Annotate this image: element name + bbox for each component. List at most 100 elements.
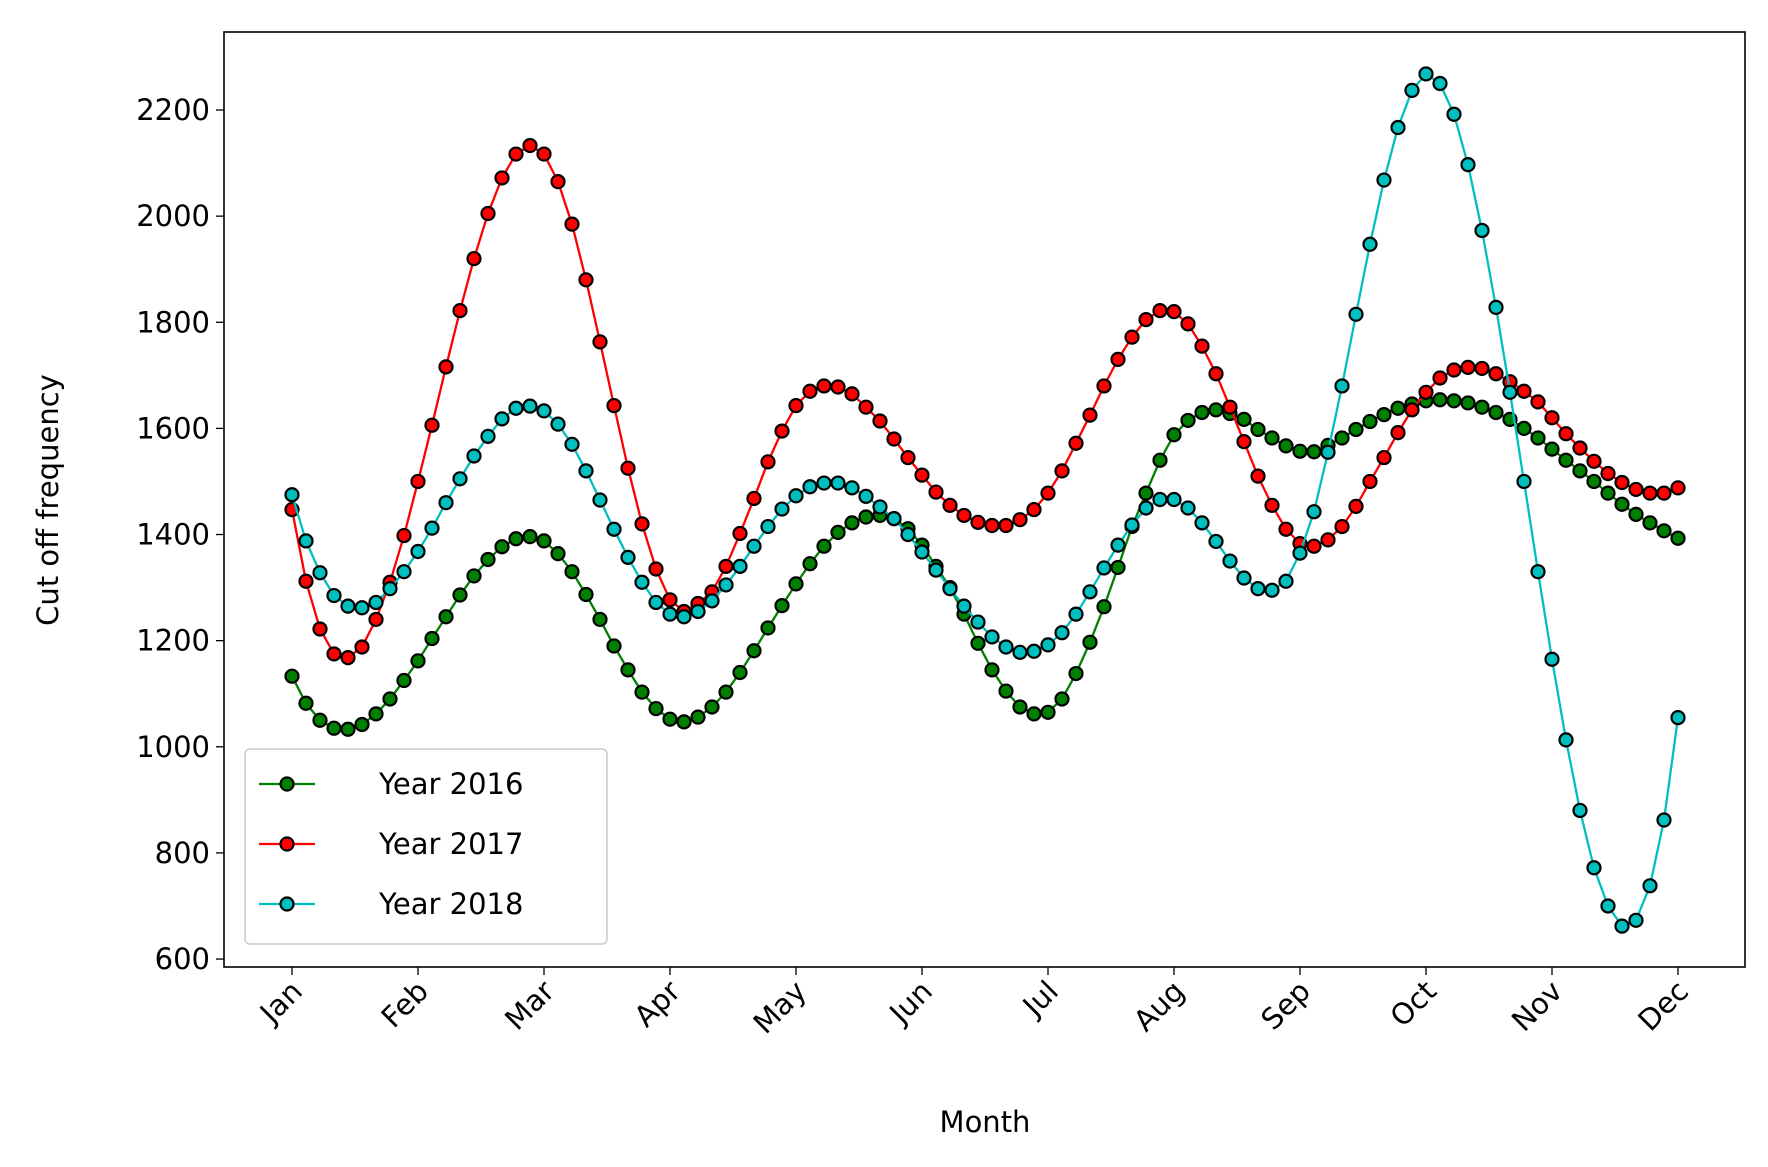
marker (1068, 665, 1084, 682)
marker (1642, 515, 1658, 531)
x-tick-label: Mar (498, 974, 561, 1037)
marker (410, 543, 426, 560)
marker (578, 272, 594, 288)
plot-frame (223, 31, 1746, 968)
marker (802, 383, 818, 399)
y-tick-label: 2000 (136, 199, 210, 233)
marker (1082, 634, 1098, 650)
marker (1670, 709, 1686, 726)
marker (354, 639, 370, 655)
marker (844, 386, 860, 402)
marker (830, 524, 846, 541)
legend: Year 2016 Year 2017 Year 2018 (244, 748, 608, 945)
marker (592, 611, 608, 628)
marker (494, 539, 510, 555)
marker (1488, 366, 1504, 382)
marker (382, 691, 398, 707)
marker (480, 428, 496, 444)
marker (1278, 521, 1294, 537)
marker (1544, 410, 1560, 426)
marker (1040, 704, 1056, 720)
marker (1432, 75, 1448, 92)
marker (1306, 444, 1322, 460)
marker (1054, 625, 1070, 641)
marker (1110, 559, 1126, 576)
marker (1054, 463, 1070, 479)
marker (396, 672, 412, 689)
marker (354, 716, 370, 733)
marker (1642, 485, 1658, 501)
marker (1516, 473, 1532, 490)
marker (718, 558, 734, 574)
marker (1152, 491, 1168, 508)
marker (1614, 496, 1630, 512)
x-axis-label: Month (940, 1105, 1031, 1139)
marker (368, 594, 384, 611)
marker (522, 398, 538, 414)
marker (522, 529, 538, 545)
marker (872, 499, 888, 515)
marker (1334, 378, 1350, 394)
marker (1404, 402, 1420, 418)
marker (1390, 425, 1406, 441)
marker (634, 574, 650, 590)
marker (1012, 512, 1028, 528)
marker (1026, 501, 1042, 518)
marker (1558, 732, 1574, 748)
marker (1194, 338, 1210, 354)
marker (1082, 407, 1098, 423)
marker (312, 712, 328, 728)
marker (634, 516, 650, 532)
marker (816, 538, 832, 554)
marker (802, 556, 818, 572)
marker (1348, 498, 1364, 514)
marker (1306, 538, 1322, 554)
marker (858, 509, 874, 525)
marker (508, 400, 524, 416)
marker (606, 638, 622, 654)
marker (984, 662, 1000, 678)
marker (1558, 452, 1574, 468)
marker (1138, 500, 1154, 516)
marker (1362, 413, 1378, 430)
marker (578, 463, 594, 479)
marker (648, 700, 664, 717)
marker (802, 479, 818, 495)
marker (536, 403, 552, 419)
marker (298, 573, 314, 589)
marker (1362, 236, 1378, 252)
marker (872, 413, 888, 429)
marker (732, 664, 748, 681)
marker (606, 397, 622, 414)
marker (1530, 564, 1546, 580)
marker (1110, 351, 1126, 368)
marker (1516, 420, 1532, 436)
marker (970, 514, 986, 530)
marker (1530, 394, 1546, 410)
marker (662, 606, 678, 622)
marker (858, 399, 874, 415)
marker (606, 521, 622, 537)
marker (382, 581, 398, 597)
marker (1628, 912, 1644, 928)
marker (564, 436, 580, 452)
marker (760, 518, 776, 535)
marker (1628, 481, 1644, 498)
marker (1432, 370, 1448, 386)
marker (1250, 468, 1266, 484)
y-axis-label: Cut off frequency (31, 374, 65, 626)
legend-marker (279, 896, 295, 912)
marker (620, 460, 636, 476)
marker (466, 448, 482, 464)
marker (424, 417, 440, 433)
marker (550, 416, 566, 432)
marker (704, 699, 720, 715)
marker (1460, 395, 1476, 411)
marker (1558, 426, 1574, 442)
x-tick-label: Oct (1383, 974, 1443, 1034)
marker (284, 668, 300, 684)
marker (1208, 402, 1224, 418)
marker (1236, 434, 1252, 450)
marker (564, 216, 580, 232)
marker (1656, 812, 1672, 828)
